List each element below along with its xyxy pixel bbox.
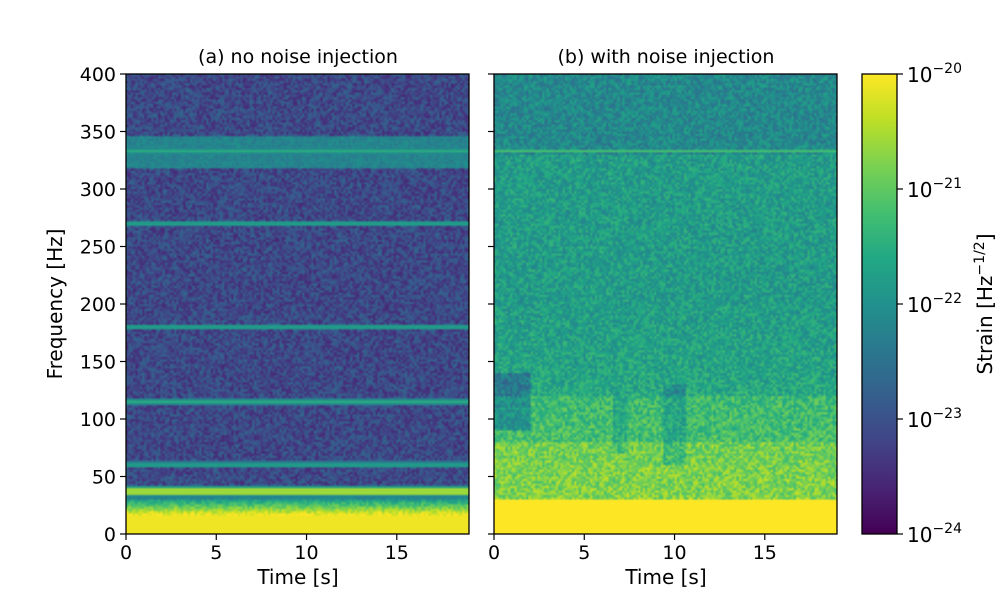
- y-tick-label: 200: [80, 294, 116, 316]
- x-tick-label: 0: [120, 542, 132, 564]
- colorbar-gradient: [862, 74, 897, 534]
- colorbar-tick-label: 10−23: [907, 406, 962, 432]
- colorbar: 10−20 10−21 10−22 10−23 10−24 Strain [Hz−1/2…: [861, 61, 997, 547]
- panel-a-spectrogram: [126, 74, 469, 534]
- x-tick-label: 10: [662, 542, 686, 564]
- x-tick-label: 5: [578, 542, 590, 564]
- panel-b-title: (b) with noise injection: [558, 46, 775, 68]
- panel-b-y-axis: [488, 73, 494, 535]
- panel-a-y-label: Frequency [Hz]: [43, 229, 67, 380]
- panel-a-x-label: Time [s]: [256, 565, 338, 589]
- x-tick-label: 15: [753, 542, 777, 564]
- x-tick-label: 15: [385, 542, 409, 564]
- colorbar-ticks: 10−20 10−21 10−22 10−23 10−24: [897, 61, 962, 547]
- x-tick-label: 10: [294, 542, 318, 564]
- y-tick-label: 50: [92, 467, 116, 489]
- colorbar-tick-label: 10−21: [907, 176, 962, 202]
- y-tick-label: 0: [104, 524, 116, 546]
- colorbar-tick-label: 10−24: [907, 521, 962, 547]
- colorbar-tick-label: 10−20: [907, 61, 962, 87]
- panel-b: (b) with noise injection 0 5 10 15 Time [s]: [488, 46, 838, 589]
- y-tick-label: 250: [80, 237, 116, 259]
- y-tick-label: 100: [80, 409, 116, 431]
- x-tick-label: 5: [210, 542, 222, 564]
- y-tick-label: 300: [80, 179, 116, 201]
- y-tick-label: 400: [80, 64, 116, 86]
- panel-b-spectrogram: [494, 74, 837, 534]
- colorbar-label: Strain [Hz−1/2]: [972, 233, 997, 374]
- panel-b-x-axis: 0 5 10 15: [488, 534, 777, 564]
- panel-a-x-axis: 0 5 10 15: [120, 534, 409, 564]
- y-tick-label: 350: [80, 122, 116, 144]
- panel-a-y-axis: 0 50 100 150 200 250 300 350 400: [80, 64, 126, 546]
- panel-b-x-label: Time [s]: [624, 565, 706, 589]
- colorbar-tick-label: 10−22: [907, 291, 962, 317]
- panel-a-title: (a) no noise injection: [198, 46, 398, 68]
- y-tick-label: 150: [80, 352, 116, 374]
- panel-a: (a) no noise injection 0 5 10 15 0 50 100 150 2…: [43, 46, 470, 589]
- x-tick-label: 0: [488, 542, 500, 564]
